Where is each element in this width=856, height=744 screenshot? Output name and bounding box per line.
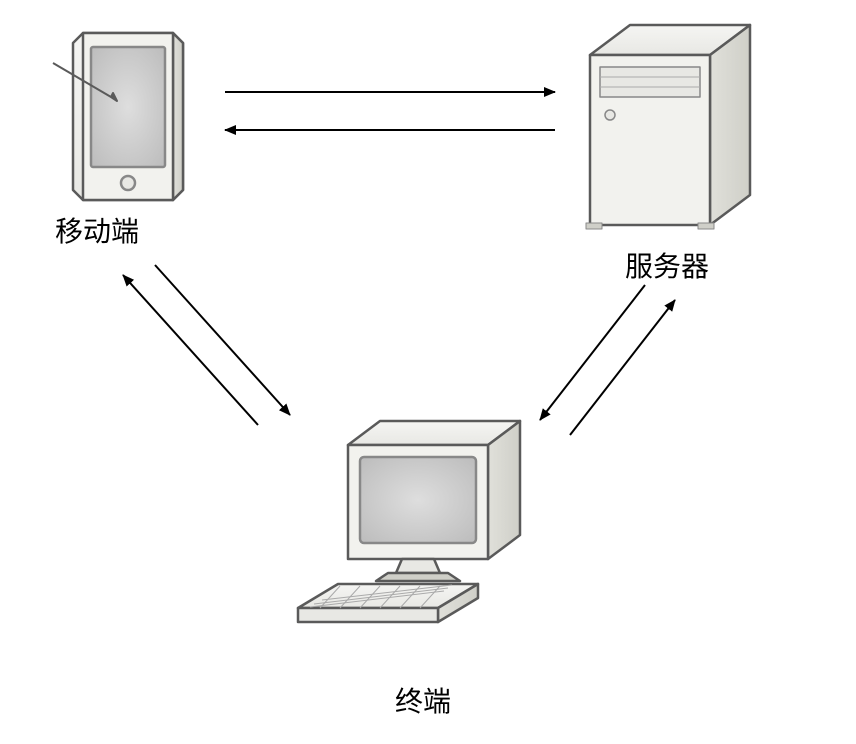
mobile-label: 移动端 [55, 210, 139, 250]
edge-terminal-mobile [123, 275, 258, 425]
network-diagram: 移动端 服务器 终端 [0, 0, 856, 739]
server-label: 服务器 [625, 245, 709, 285]
edge-server-terminal [540, 285, 645, 420]
server-icon [586, 25, 750, 229]
mobile-icon [53, 33, 183, 200]
terminal-label: 终端 [395, 680, 451, 720]
terminal-icon [298, 421, 520, 622]
edge-terminal-server [570, 300, 675, 435]
diagram-svg [0, 0, 856, 739]
edge-mobile-terminal [155, 265, 290, 415]
